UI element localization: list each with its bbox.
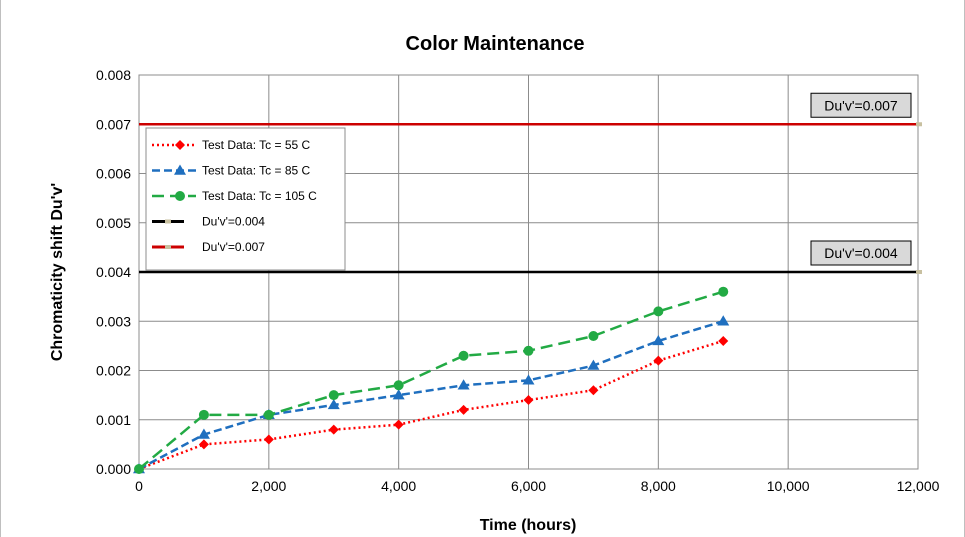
y-tick-label: 0.004 [96,264,131,280]
y-axis-title: Chromaticity shift Du'v' [49,183,66,361]
data-point [197,428,210,439]
reference-line-end-marker [916,270,922,274]
legend-swatch-marker [175,191,185,201]
data-point [652,334,665,346]
reference-line-end-marker [916,122,922,127]
data-point [718,335,729,346]
data-point [717,315,730,326]
reference-annotation-label: Du'v'=0.007 [824,97,898,113]
reference-annotation-box [810,92,912,118]
data-point [588,385,599,396]
data-point [393,380,404,391]
data-point [587,359,600,370]
data-point [653,306,664,317]
y-tick-label: 0.006 [96,166,131,182]
data-point [198,409,209,420]
data-point [392,389,405,400]
legend-entry: Du'v'=0.004 [152,215,265,229]
data-point [327,398,340,410]
series-layer [133,286,730,474]
data-point [263,409,274,420]
y-tick-label: 0.008 [96,67,131,83]
y-tick-label: 0.000 [96,461,131,477]
data-point [393,419,404,430]
y-tick-label: 0.005 [96,215,131,231]
y-tick-label: 0.007 [96,116,131,132]
legend-label: Du'v'=0.007 [202,240,265,254]
y-tick-label: 0.002 [96,363,131,379]
tick-labels: 0.000 0.001 0.002 0.003 0.004 0.005 0.006 0.007… [96,67,940,494]
y-tick-label: 0.001 [96,412,131,428]
data-point [523,345,534,356]
data-point [653,355,664,366]
y-tick-label: 0.003 [96,313,131,329]
series-3 [134,286,729,474]
series-2 [133,315,730,474]
data-point [134,464,144,474]
data-point [328,424,339,435]
legend-swatch-marker [165,219,171,224]
legend-swatch-marker [175,140,185,150]
data-point [718,286,729,297]
data-point [458,350,469,361]
chart-title: Color Maintenance [406,33,585,55]
series-line [138,339,724,471]
x-tick-label: 6,000 [511,478,546,494]
x-tick-label: 12,000 [897,478,940,494]
data-point [523,395,534,406]
legend-label: Test Data: Tc = 105 C [202,189,317,203]
series-line [138,320,724,471]
legend-swatch-marker [165,245,171,249]
reference-annotation-label: Du'v'=0.004 [824,245,898,261]
reference-lines [139,122,922,274]
data-point [458,404,469,415]
data-point [588,331,599,342]
data-point [457,379,470,390]
data-point [263,434,274,445]
legend-label: Test Data: Tc = 85 C [202,164,310,178]
x-tick-label: 4,000 [381,478,416,494]
reference-annotations: Du'v'=0.004 Du'v'=0.007 [810,92,912,266]
legend-label: Du'v'=0.004 [202,215,265,229]
legend-label: Test Data: Tc = 55 C [202,138,310,152]
data-point [522,374,535,385]
reference-annotation-box [810,240,912,266]
x-axis-title: Time (hours) [480,517,577,534]
legend: Test Data: Tc = 55 C Test Data: Tc = 85 C… [145,127,346,271]
legend-entry: Du'v'=0.007 [152,240,265,254]
legend-entry: Test Data: Tc = 55 C [152,138,310,152]
x-tick-label: 8,000 [641,478,676,494]
x-tick-label: 0 [135,478,143,494]
legend-entry: Test Data: Tc = 85 C [152,164,310,178]
x-tick-label: 2,000 [251,478,286,494]
x-tick-label: 10,000 [767,478,810,494]
legend-entry: Test Data: Tc = 105 C [152,189,317,203]
data-point [328,390,339,401]
series-line [138,290,724,470]
legend-swatch-marker [174,164,186,175]
data-point [198,439,209,450]
